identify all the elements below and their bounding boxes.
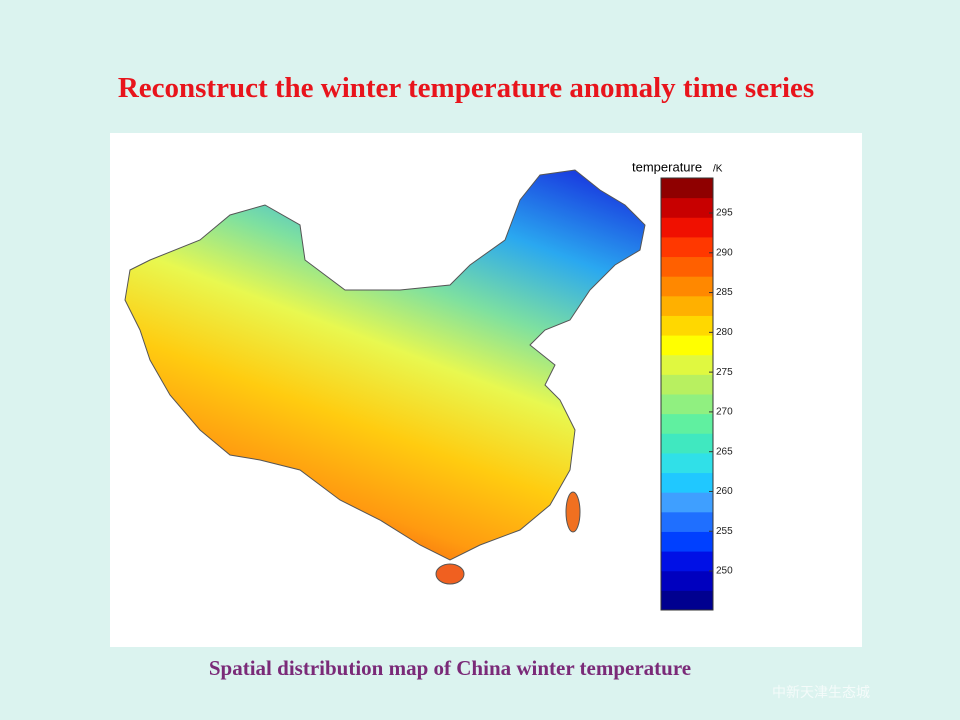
colorbar-band	[661, 433, 713, 454]
colorbar-band	[661, 197, 713, 218]
colorbar-tick-label: 255	[716, 526, 733, 537]
colorbar-frame	[660, 177, 714, 611]
colorbar-band	[661, 374, 713, 395]
colorbar-band	[661, 511, 713, 532]
colorbar-band	[661, 452, 713, 474]
colorbar-band	[661, 315, 713, 336]
colorbar-band	[661, 276, 713, 297]
china-map	[124, 169, 646, 561]
colorbar-band	[661, 531, 713, 552]
colorbar-band	[661, 236, 713, 258]
colorbar-tick-label: 270	[716, 407, 733, 418]
colorbar: 250 255 260 265 270 275 280 285 290 295	[660, 177, 733, 611]
colorbar-band	[661, 354, 713, 375]
colorbar-tick-label: 265	[716, 446, 733, 457]
colorbar-band	[661, 256, 713, 277]
map-panel: 250 255 260 265 270 275 280 285 290 295 temperatu…	[110, 133, 862, 647]
colorbar-tick-label: 260	[716, 486, 733, 497]
colorbar-tick-label: 295	[716, 208, 733, 219]
colorbar-band	[661, 413, 713, 434]
colorbar-label: temperature	[632, 159, 702, 174]
colorbar-band	[661, 295, 713, 316]
colorbar-tick-label: 285	[716, 287, 733, 298]
colorbar-band	[661, 570, 713, 591]
slide-title: Reconstruct the winter temperature anoma…	[117, 72, 815, 104]
colorbar-band	[661, 217, 713, 238]
colorbar-band	[661, 394, 713, 415]
colorbar-tick-label: 280	[716, 327, 733, 338]
colorbar-band	[661, 492, 713, 513]
watermark: 中新天津生态城	[772, 685, 870, 701]
colorbar-band	[661, 551, 713, 572]
colorbar-tick-label: 275	[716, 367, 733, 378]
colorbar-band	[661, 590, 713, 611]
colorbar-tick-label: 250	[716, 566, 733, 577]
colorbar-unit: /K	[713, 164, 723, 175]
colorbar-tick-label: 290	[716, 247, 733, 258]
colorbar-band	[661, 178, 713, 199]
taiwan	[565, 491, 581, 533]
colorbar-band	[661, 335, 713, 356]
map: 250 255 260 265 270 275 280 285 290 295 temperatu…	[124, 159, 733, 611]
colorbar-band	[661, 472, 713, 493]
hainan	[435, 563, 465, 585]
caption: Spatial distribution map of China winter…	[208, 656, 692, 680]
